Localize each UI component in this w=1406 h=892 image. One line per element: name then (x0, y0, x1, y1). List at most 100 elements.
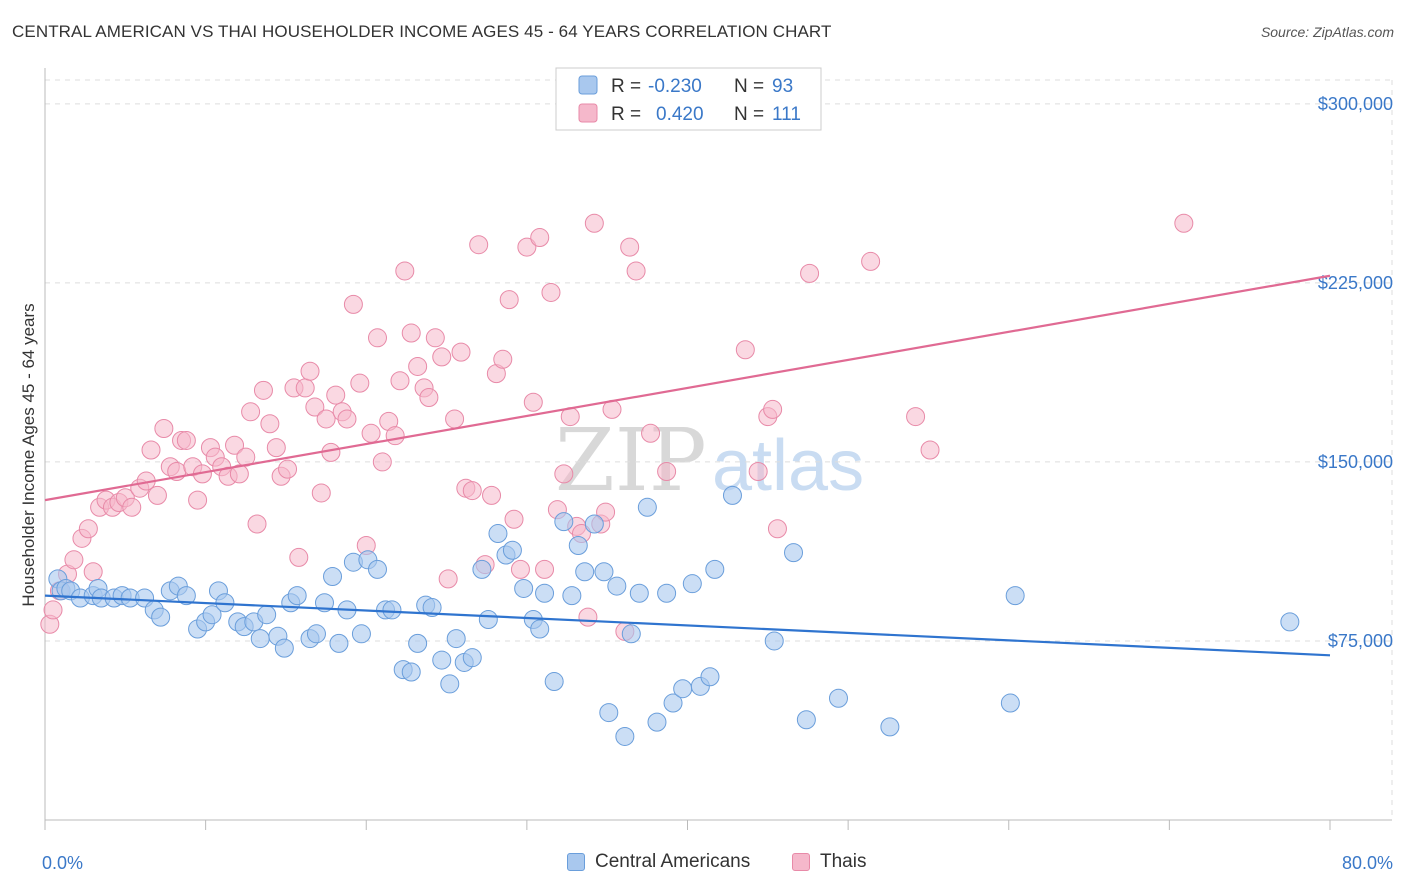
legend-item-central-americans: Central Americans (567, 851, 750, 873)
legend-n-label-1: N = (734, 76, 764, 97)
data-point-thais (499, 290, 519, 310)
data-point-thais (517, 237, 537, 257)
data-point-central-americans (705, 559, 725, 579)
legend-r-value-2: 0.420 (656, 104, 704, 125)
series-thais (40, 213, 1194, 641)
data-point-thais (43, 600, 63, 620)
chart-title: CENTRAL AMERICAN VS THAI HOUSEHOLDER INC… (12, 22, 832, 41)
series-central-americans (48, 485, 1300, 746)
data-point-central-americans (1000, 693, 1020, 713)
data-point-thais (767, 519, 787, 539)
legend-box (555, 67, 822, 131)
data-point-central-americans (323, 567, 343, 587)
data-point-thais (462, 481, 482, 501)
data-point-thais (311, 483, 331, 503)
legend-r-label-2: R = (611, 104, 641, 125)
data-point-central-americans (880, 717, 900, 737)
data-point-central-americans (784, 543, 804, 563)
data-point-thais (188, 490, 208, 510)
data-point-thais (229, 464, 249, 484)
data-point-central-americans (682, 574, 702, 594)
data-point-thais (372, 452, 392, 472)
data-point-central-americans (657, 583, 677, 603)
legend-swatch-pink (578, 103, 598, 123)
data-point-central-americans (544, 672, 564, 692)
data-point-thais (154, 419, 174, 439)
data-point-central-americans (562, 586, 582, 606)
legend-item-thais: Thais (792, 851, 866, 873)
correlation-legend: R = -0.230 N = 93 R = 0.420 N = 111 (555, 67, 822, 131)
data-point-central-americans (535, 583, 555, 603)
data-point-thais (361, 423, 381, 443)
data-point-central-americans (478, 609, 498, 629)
trend-line-thais (44, 274, 1331, 502)
data-point-thais (350, 373, 370, 393)
data-point-central-americans (367, 559, 387, 579)
legend-n-value-2: 111 (772, 104, 801, 125)
legend-swatch-thais (792, 853, 810, 871)
data-point-central-americans (828, 688, 848, 708)
data-point-central-americans (151, 607, 171, 627)
data-point-central-americans (764, 631, 784, 651)
data-point-central-americans (382, 600, 402, 620)
data-point-thais (554, 464, 574, 484)
data-point-central-americans (796, 710, 816, 730)
data-point-thais (122, 497, 142, 517)
legend-r-label-1: R = (611, 76, 641, 97)
data-point-thais (176, 430, 196, 450)
data-point-central-americans (594, 562, 614, 582)
y-tick-label: $75,000 (1328, 631, 1393, 651)
data-point-thais (247, 514, 267, 534)
data-point-thais (326, 385, 346, 405)
data-point-thais (300, 361, 320, 381)
data-point-central-americans (287, 586, 307, 606)
data-point-central-americans (440, 674, 460, 694)
legend-label-central-americans: Central Americans (595, 851, 751, 872)
data-point-central-americans (514, 578, 534, 598)
data-point-thais (432, 347, 452, 367)
data-point-central-americans (647, 712, 667, 732)
data-point-thais (64, 550, 84, 570)
data-point-thais (578, 607, 598, 627)
data-point-thais (482, 485, 502, 505)
data-point-thais (445, 409, 465, 429)
data-point-thais (260, 414, 280, 434)
data-point-thais (141, 440, 161, 460)
data-point-thais (401, 323, 421, 343)
data-point-thais (800, 263, 820, 283)
data-point-central-americans (1280, 612, 1300, 632)
data-point-thais (510, 559, 530, 579)
data-point-central-americans (663, 693, 683, 713)
watermark-zip: ZIP (555, 411, 707, 511)
data-point-thais (408, 356, 428, 376)
data-point-thais (266, 438, 286, 458)
data-point-thais (596, 502, 616, 522)
y-tick-labels: $75,000 $150,000 $225,000 $300,000 (1318, 94, 1393, 651)
data-point-central-americans (351, 624, 371, 644)
data-point-thais (343, 294, 363, 314)
data-point-thais (535, 559, 555, 579)
data-point-central-americans (329, 633, 349, 653)
data-point-thais (451, 342, 471, 362)
data-point-thais (1174, 213, 1194, 233)
legend-label-thais: Thais (820, 851, 867, 872)
data-point-central-americans (1005, 586, 1025, 606)
x-tick-labels: 0.0% 80.0% (42, 853, 1393, 873)
data-point-central-americans (257, 605, 277, 625)
data-point-thais (626, 261, 646, 281)
data-point-central-americans (422, 598, 442, 618)
data-point-thais (523, 392, 543, 412)
data-point-thais (438, 569, 458, 589)
data-point-thais (425, 328, 445, 348)
watermark: ZIP atlas (555, 411, 864, 511)
data-point-thais (861, 251, 881, 271)
legend-r-value-1: -0.230 (648, 76, 702, 97)
x-tick-label-min: 0.0% (42, 853, 83, 873)
data-point-thais (584, 213, 604, 233)
data-point-central-americans (446, 629, 466, 649)
data-point-thais (419, 387, 439, 407)
source-credit: Source: ZipAtlas.com (1260, 24, 1394, 40)
data-point-thais (367, 328, 387, 348)
y-tick-label: $300,000 (1318, 94, 1393, 114)
